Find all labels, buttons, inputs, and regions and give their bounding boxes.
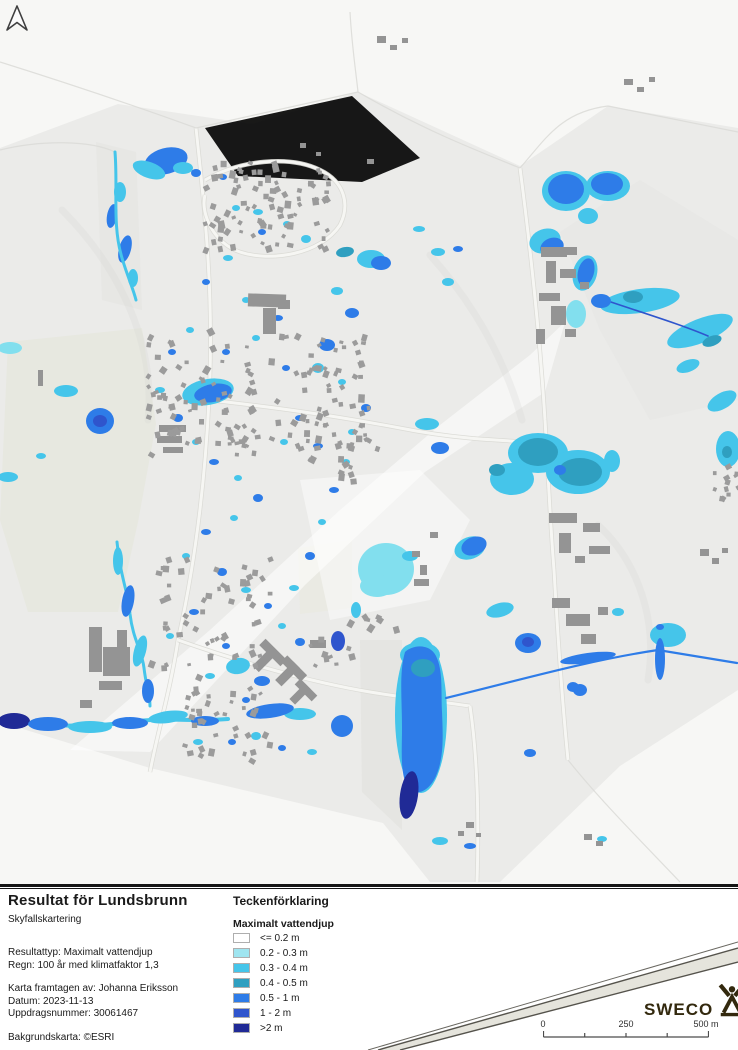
legend-swatch [233,933,250,943]
legend-row: 0.4 - 0.5 m [233,976,383,990]
scale-label-0: 0 [540,1019,546,1029]
legend-row: 0.3 - 0.4 m [233,961,383,975]
scale-bar: 0 250 500 m [540,1019,719,1045]
legend-label: 0.4 - 0.5 m [260,977,308,989]
map-area [0,5,738,883]
legend-label: 1 - 2 m [260,1007,292,1019]
legend: Teckenförklaring Maximalt vattendjup <= … [233,894,383,1035]
legend-label: 0.2 - 0.3 m [260,947,308,959]
map-info-block: Resultat för Lundsbrunn Skyfallskarterin… [8,892,223,1043]
legend-subheading: Maximalt vattendjup [233,918,334,930]
legend-row: 1 - 2 m [233,1006,383,1020]
scale-bar-labels: 0 250 500 m [540,1019,718,1030]
legend-swatch [233,963,250,973]
sweco-wordmark: SWECO [644,1000,714,1019]
legend-label: 0.3 - 0.4 m [260,962,308,974]
legend-row: 0.2 - 0.3 m [233,946,383,960]
sweco-symbol-icon [718,984,738,1017]
legend-row: <= 0.2 m [233,931,383,945]
legend-label: <= 0.2 m [260,932,300,944]
map-meta: Karta framtagen av: Johanna Eriksson Datu… [8,983,223,1021]
sweco-logo: SWECO [644,984,738,1019]
scale-bar-rule [542,1031,710,1038]
legend-label: 0.5 - 1 m [260,992,300,1004]
info-line: Uppdragsnummer: 30061467 [8,1008,139,1019]
info-line: Karta framtagen av: Johanna Eriksson [8,983,179,994]
legend-items: <= 0.2 m 0.2 - 0.3 m 0.3 - 0.4 m 0.4 - 0.5 … [233,931,383,1035]
legend-row: 0.5 - 1 m [233,991,383,1005]
flood-map [0,11,738,883]
page-title: Resultat för Lundsbrunn [8,892,188,909]
divider-line [0,884,738,889]
info-line: Datum: 2023-11-13 [8,995,94,1007]
result-info: Resultattyp: Maximalt vattendjup Regn: 10… [8,947,223,972]
legend-swatch [233,978,250,988]
background-credit: Bakgrundskarta: ©ESRI [8,1031,115,1043]
north-arrow-icon [6,5,28,31]
legend-label: >2 m [260,1022,283,1034]
legend-swatch [233,948,250,958]
legend-swatch [233,993,250,1003]
legend-row: >2 m [233,1021,383,1035]
scale-label-250: 250 [618,1019,634,1029]
legend-swatch [233,1008,250,1018]
scale-label-500: 500 m [693,1019,719,1029]
legend-heading: Teckenförklaring [233,894,329,908]
info-line: Resultattyp: Maximalt vattendjup [8,947,153,958]
footer-panel: Resultat för Lundsbrunn Skyfallskarterin… [0,884,738,1050]
subtitle: Skyfallskartering [8,914,82,925]
info-line: Regn: 100 år med klimatfaktor 1,3 [8,959,159,971]
legend-swatch [233,1023,250,1033]
